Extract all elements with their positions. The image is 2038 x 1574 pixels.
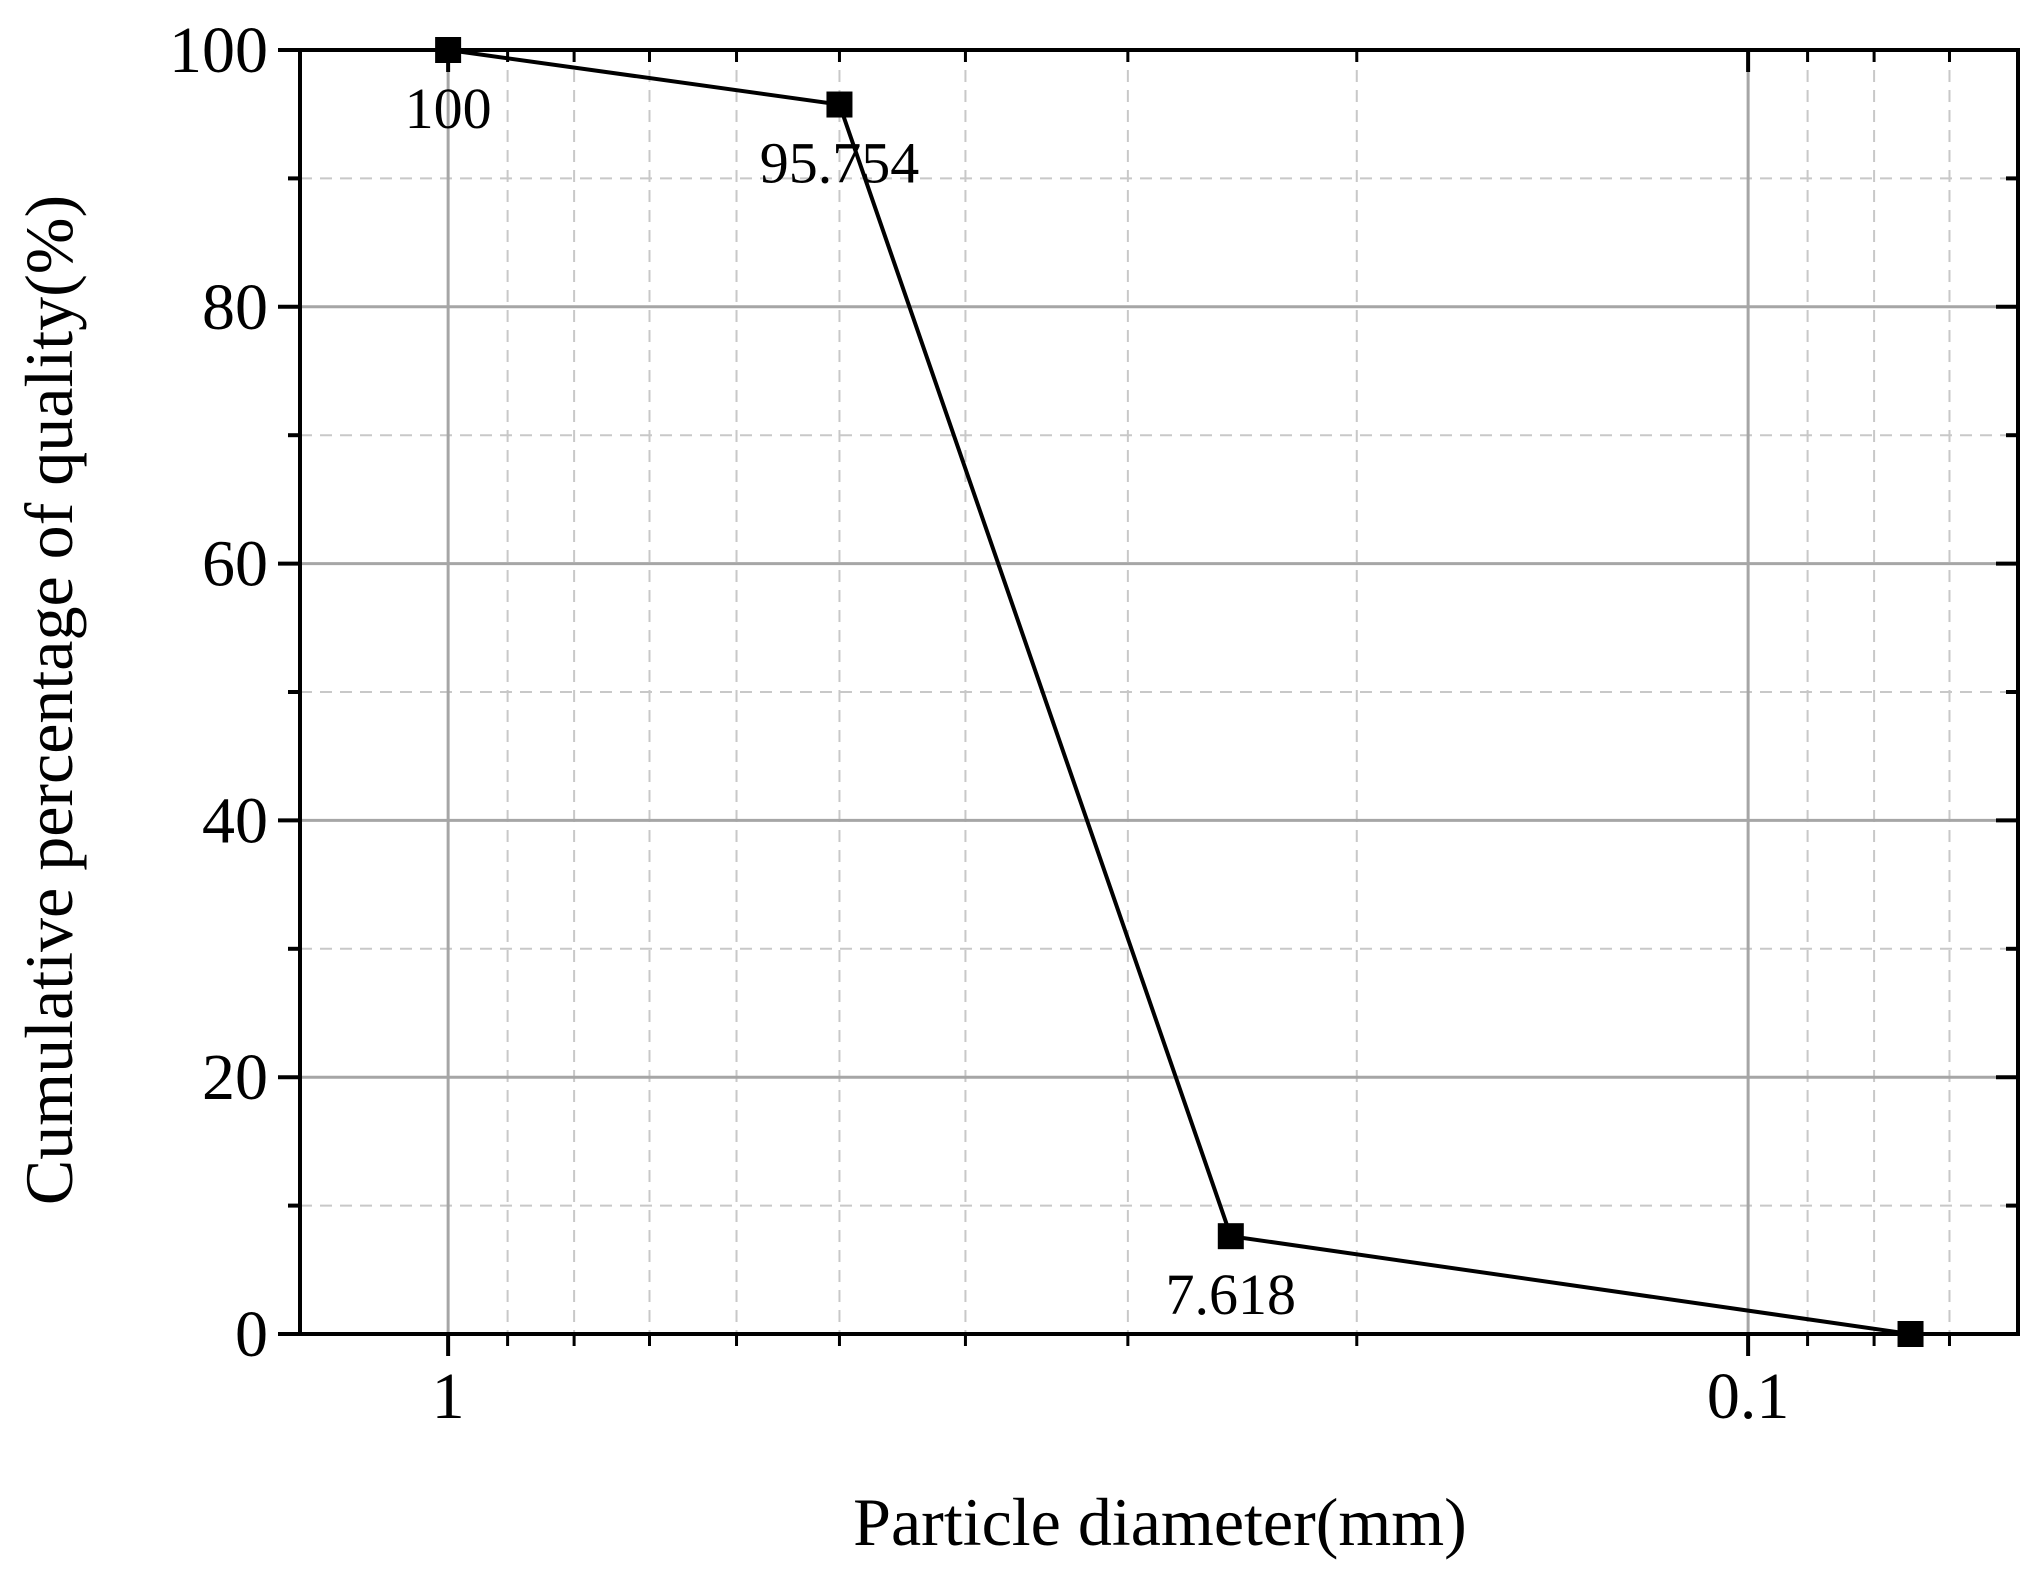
series-line <box>447 48 1911 1336</box>
y-tick-label: 80 <box>202 271 268 344</box>
x-axis-title: Particle diameter(mm) <box>853 1484 1467 1560</box>
y-tick-label: 40 <box>202 784 268 857</box>
data-point-marker <box>826 91 853 118</box>
x-tick-label: 1 <box>432 1360 465 1433</box>
data-point-marker <box>1897 1321 1924 1347</box>
grid <box>300 50 2018 1334</box>
data-label: 95.754 <box>760 131 920 196</box>
y-tick-label: 100 <box>169 14 268 87</box>
data-labels: 100 95.754 7.618 <box>405 76 1296 1327</box>
data-point-marker <box>435 37 462 63</box>
axes: 0 20 40 60 80 100 1 0.1 <box>169 14 2020 1433</box>
y-tick-label: 60 <box>202 528 268 601</box>
data-label: 100 <box>405 76 492 141</box>
data-point-marker <box>1217 1223 1244 1250</box>
data-label: 7.618 <box>1166 1262 1297 1327</box>
y-axis-title: Cumulative percentage of quality(%) <box>11 195 87 1205</box>
data-series <box>435 37 1924 1347</box>
y-tick-label: 20 <box>202 1041 268 1114</box>
x-tick-label: 0.1 <box>1707 1360 1790 1433</box>
y-tick-label: 0 <box>235 1298 268 1371</box>
